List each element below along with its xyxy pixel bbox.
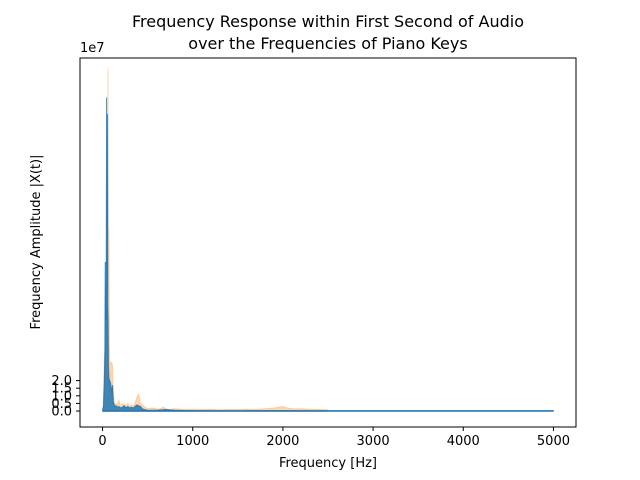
plot-area: 0 1000 2000 3000 4000 5000 0.00.51.01.52.0 — [51, 57, 577, 449]
y-tick-label: 1.5 — [51, 382, 72, 397]
x-tick-label: 2000 — [266, 434, 299, 449]
x-tick-label: 1000 — [176, 434, 209, 449]
series-0-area — [102, 68, 329, 412]
series-1 — [102, 97, 554, 412]
y-tick-label: 2.0 — [51, 374, 72, 389]
y-tick-label: 0.5 — [51, 397, 72, 412]
x-axis-label: Frequency [Hz] — [279, 456, 377, 471]
axes-frame — [79, 57, 577, 428]
y-offset-text: 1e7 — [80, 41, 105, 56]
y-axis-ticks: 0.00.51.01.52.0 — [51, 374, 80, 420]
x-tick-label: 0 — [98, 434, 106, 449]
series-layer — [102, 68, 554, 412]
y-tick-label: 0.0 — [51, 405, 72, 420]
x-tick-label: 3000 — [357, 434, 390, 449]
chart-title-line2: over the Frequencies of Piano Keys — [188, 34, 467, 53]
chart-title-line1: Frequency Response within First Second o… — [132, 12, 524, 31]
x-tick-label: 4000 — [447, 434, 480, 449]
x-tick-label: 5000 — [537, 434, 570, 449]
y-axis-label: Frequency Amplitude |X(t)| — [29, 155, 44, 330]
x-axis-ticks: 0 1000 2000 3000 4000 5000 — [98, 427, 570, 449]
y-tick-label: 1.0 — [51, 389, 72, 404]
